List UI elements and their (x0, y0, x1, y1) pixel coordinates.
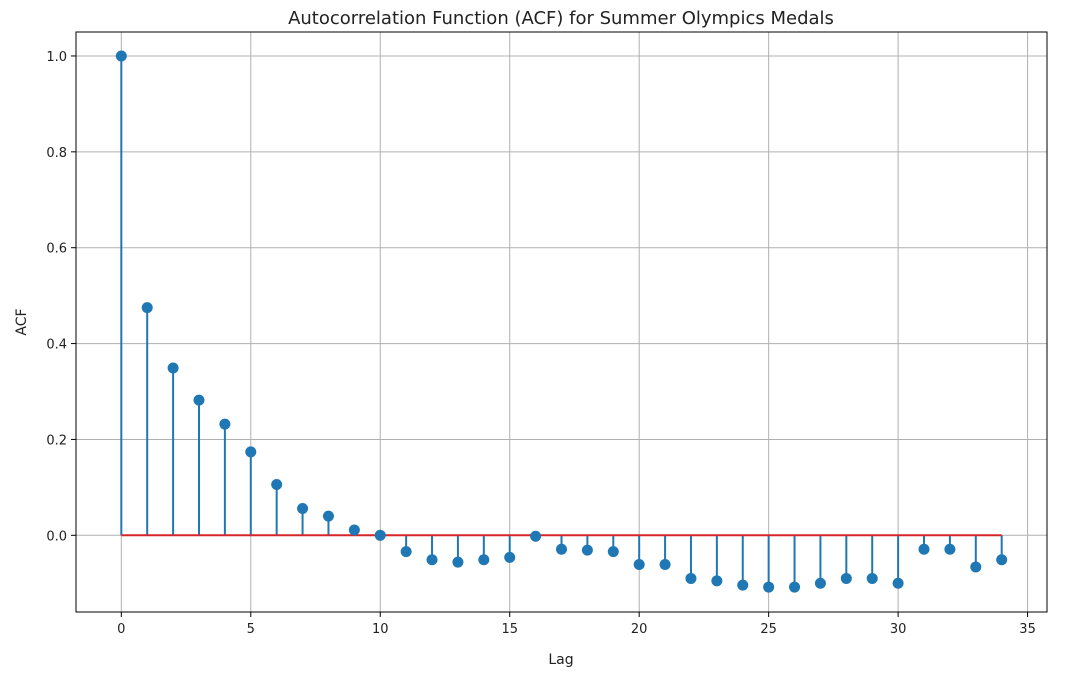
acf-marker (789, 581, 801, 593)
x-tick-label: 15 (501, 622, 518, 637)
y-tick-label: 0.0 (46, 529, 67, 544)
acf-marker (866, 572, 878, 584)
acf-marker (452, 556, 464, 568)
chart-title: Autocorrelation Function (ACF) for Summe… (288, 8, 834, 29)
x-tick-label: 25 (760, 622, 777, 637)
y-tick-label: 0.2 (46, 433, 67, 448)
acf-marker (374, 529, 386, 541)
acf-marker (996, 554, 1008, 566)
acf-marker (659, 559, 671, 571)
x-axis-label: Lag (548, 652, 573, 668)
acf-marker (530, 530, 542, 542)
acf-marker (504, 551, 516, 563)
acf-marker (737, 579, 749, 591)
acf-marker (970, 561, 982, 573)
acf-marker (685, 572, 697, 584)
plot-frame (75, 31, 1048, 613)
acf-marker (918, 543, 930, 555)
acf-marker (219, 418, 231, 430)
y-axis-label: ACF (14, 308, 30, 335)
x-tick-label: 30 (890, 622, 907, 637)
acf-marker (840, 572, 852, 584)
acf-marker (711, 575, 723, 587)
acf-marker (193, 394, 205, 406)
y-tick-label: 0.8 (46, 146, 67, 161)
acf-marker (556, 543, 567, 555)
acf-marker (141, 302, 153, 314)
acf-marker (115, 50, 127, 62)
acf-marker (400, 546, 412, 558)
acf-marker (297, 502, 309, 514)
x-tick-label: 5 (247, 622, 255, 637)
acf-marker (245, 446, 257, 458)
acf-marker (478, 554, 490, 566)
stems-layer (115, 50, 1008, 593)
x-tick-label: 10 (372, 622, 389, 637)
y-tick-label: 1.0 (46, 50, 67, 65)
x-tick-label: 35 (1019, 622, 1036, 637)
x-tick-label: 0 (117, 622, 125, 637)
ticks-layer: 0 5 10 15 20 25 30 35 0.0 0.2 0.4 0.6 0.8 1.0 (46, 50, 1036, 637)
acf-marker (944, 543, 956, 555)
y-tick-label: 0.4 (46, 338, 67, 353)
acf-marker (581, 544, 593, 556)
acf-marker (892, 577, 904, 589)
acf-marker (271, 478, 283, 490)
acf-marker (348, 524, 360, 536)
grid-layer (76, 32, 1047, 612)
acf-marker (633, 559, 645, 571)
acf-marker (167, 362, 179, 374)
acf-marker (814, 577, 826, 589)
x-tick-label: 20 (631, 622, 648, 637)
acf-marker (763, 581, 775, 593)
acf-marker (322, 510, 334, 522)
y-tick-label: 0.6 (46, 242, 67, 257)
acf-marker (607, 546, 619, 558)
acf-marker (426, 554, 438, 566)
